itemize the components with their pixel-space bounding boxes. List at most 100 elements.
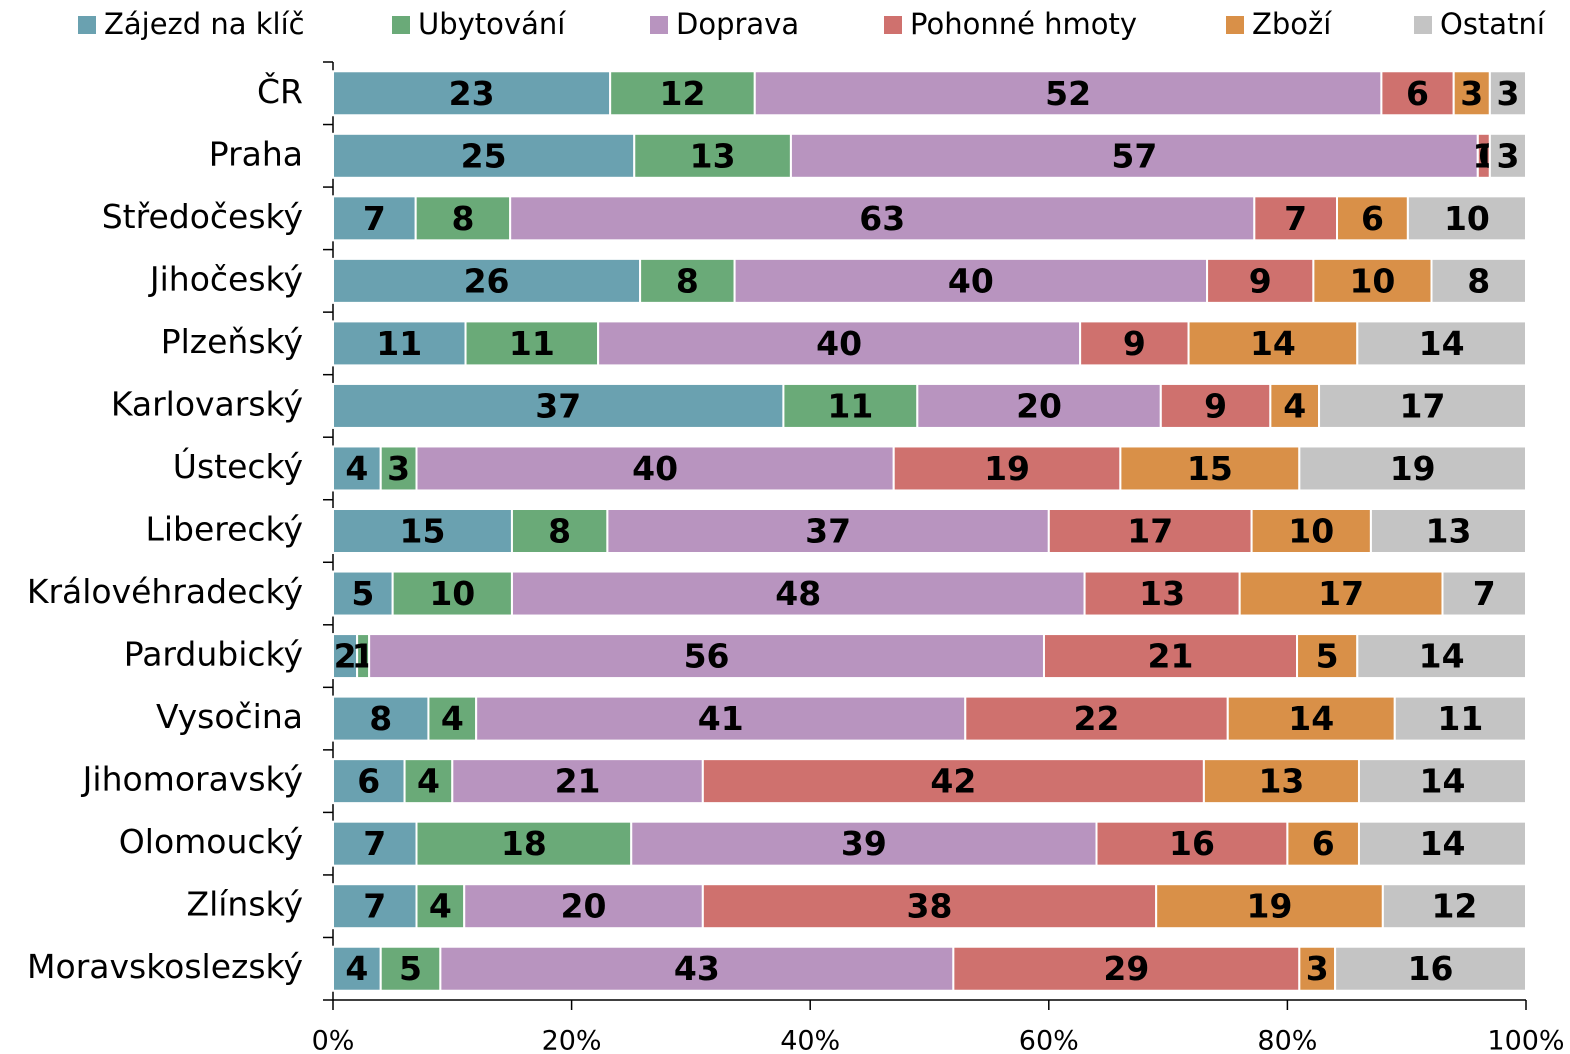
y-tick-label: Zlínský	[186, 885, 303, 924]
data-label: 10	[1288, 512, 1334, 551]
bar-segment	[1430, 257, 1528, 304]
y-tick-label: Vysočina	[156, 697, 303, 736]
x-tick-label: 0%	[312, 1026, 355, 1054]
data-label: 7	[363, 824, 386, 863]
bar-segment	[510, 508, 609, 554]
bar-segment	[332, 445, 382, 492]
data-label: 40	[632, 449, 678, 488]
bar-segment	[916, 382, 1162, 429]
bar-segment	[1357, 758, 1527, 805]
data-label: 18	[501, 824, 547, 863]
data-label: 4	[1283, 386, 1306, 425]
x-tick-label: 100%	[1487, 1026, 1564, 1054]
data-label: 39	[841, 824, 887, 863]
x-tick-label: 20%	[542, 1026, 602, 1054]
y-tick-label: ČR	[257, 71, 303, 111]
y-tick-label: Moravskoslezský	[27, 947, 303, 986]
bar-segment	[379, 945, 442, 992]
data-label: 6	[1312, 824, 1335, 863]
data-label: 13	[1258, 762, 1304, 801]
data-label: 16	[1169, 824, 1215, 863]
bar-segment	[427, 695, 478, 742]
bar-segment	[332, 508, 513, 554]
y-tick-label: Olomoucký	[119, 822, 303, 861]
data-label: 9	[1123, 324, 1146, 363]
data-label: 26	[464, 261, 510, 300]
data-label: 14	[1420, 762, 1466, 801]
data-label: 7	[363, 199, 386, 238]
bar-segment	[1488, 132, 1528, 179]
bar-segment	[1042, 633, 1299, 680]
legend-swatch	[1414, 16, 1432, 34]
bar-segment	[753, 70, 1383, 117]
data-label: 4	[417, 762, 440, 801]
x-tick-label: 80%	[1257, 1026, 1317, 1054]
bar-segment	[892, 445, 1122, 492]
bar-segment	[1356, 633, 1528, 680]
data-label: 19	[984, 449, 1030, 488]
bar-segment	[332, 570, 394, 617]
bar-segment	[630, 820, 1098, 867]
bar-segment	[439, 945, 955, 992]
data-label: 8	[451, 199, 474, 238]
data-label: 10	[429, 574, 475, 613]
bar-segment	[475, 695, 967, 742]
data-label: 3	[1460, 74, 1483, 113]
bar-segment	[1393, 695, 1528, 742]
data-label: 11	[376, 324, 422, 363]
data-label: 14	[1419, 637, 1465, 676]
data-label: 16	[1408, 949, 1454, 988]
bar-segment	[1206, 257, 1315, 304]
data-label: 43	[674, 949, 720, 988]
data-label: 4	[345, 949, 368, 988]
data-label: 17	[1400, 386, 1446, 425]
data-label: 37	[805, 512, 851, 551]
legend-label: Zboží	[1252, 7, 1332, 41]
legend-label: Pohonné hmoty	[910, 7, 1137, 41]
data-label: 14	[1288, 699, 1334, 738]
data-label: 13	[1139, 574, 1185, 613]
y-tick-label: Plzeňský	[161, 322, 303, 361]
bar-segment	[1356, 320, 1528, 367]
legend-swatch	[78, 16, 96, 34]
bar-segment	[964, 695, 1229, 742]
bar-segment	[1047, 508, 1253, 554]
y-tick-label: Jihomoravský	[81, 760, 303, 799]
bar-segment	[639, 257, 736, 304]
bar-segment	[403, 758, 454, 805]
data-label: 15	[1187, 449, 1233, 488]
data-label: 8	[548, 512, 571, 551]
bar-segment	[510, 570, 1086, 617]
legend-swatch	[650, 16, 668, 34]
data-label: 37	[535, 386, 581, 425]
data-label: 17	[1127, 512, 1173, 551]
data-label: 4	[345, 449, 368, 488]
data-label: 21	[1148, 637, 1194, 676]
data-label: 22	[1074, 699, 1120, 738]
data-label: 52	[1045, 74, 1091, 113]
bar-segment	[606, 508, 1050, 554]
data-label: 6	[357, 762, 380, 801]
bar-segment	[1286, 820, 1360, 867]
data-label: 41	[698, 699, 744, 738]
bar-segment	[1381, 883, 1527, 930]
data-label: 14	[1420, 824, 1466, 863]
data-label: 9	[1204, 386, 1227, 425]
y-tick-label: Královéhradecký	[27, 572, 303, 611]
data-label: 40	[948, 261, 994, 300]
y-tick-label: Ústecký	[173, 446, 303, 486]
data-label: 7	[1284, 199, 1307, 238]
y-tick-label: Karlovarský	[111, 384, 303, 423]
x-tick-label: 40%	[780, 1026, 840, 1054]
data-label: 20	[1016, 386, 1062, 425]
bar-segment	[609, 70, 756, 117]
bar-segment	[332, 633, 359, 680]
data-label: 6	[1406, 74, 1429, 113]
bar-segment	[414, 195, 512, 242]
data-label: 20	[561, 887, 607, 926]
bar-segment	[464, 320, 600, 367]
data-label: 7	[1473, 574, 1496, 613]
bar-segment	[1296, 633, 1359, 680]
data-label: 3	[387, 449, 410, 488]
